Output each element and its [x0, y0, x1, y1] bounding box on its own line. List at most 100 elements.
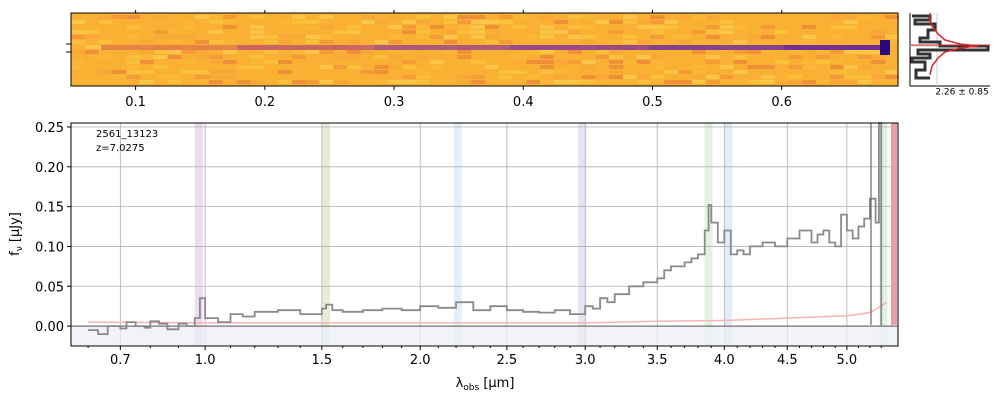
noise-pixel	[360, 50, 375, 54]
trace-segment	[842, 45, 862, 50]
trace-segment	[257, 45, 277, 50]
noise-pixel	[250, 35, 265, 39]
noise-pixel	[761, 35, 775, 39]
noise-pixel	[140, 40, 154, 44]
noise-pixel	[705, 25, 720, 29]
noise-pixel	[98, 70, 113, 74]
noise-pixel	[278, 60, 292, 64]
noise-pixel	[623, 15, 637, 19]
trace-segment	[861, 45, 881, 50]
x-tick-label: 5.0	[837, 353, 858, 368]
noise-pixel	[526, 60, 541, 64]
noise-pixel	[843, 15, 858, 19]
noise-pixel	[140, 50, 154, 54]
noise-pixel	[843, 75, 858, 79]
noise-pixel	[843, 50, 858, 54]
noise-pixel	[71, 30, 85, 34]
noise-pixel	[485, 40, 499, 44]
trace-segment	[569, 45, 589, 50]
trace-segment	[198, 45, 218, 50]
noise-pixel	[153, 35, 168, 39]
noise-pixel	[567, 15, 582, 19]
noise-pixel	[209, 15, 223, 19]
x-tick-label: 3.0	[575, 353, 596, 368]
noise-pixel	[98, 55, 113, 59]
noise-pixel	[471, 35, 485, 39]
noise-pixel	[388, 50, 403, 54]
noise-pixel	[195, 55, 209, 59]
noise-pixel	[443, 50, 458, 54]
noise-pixel	[857, 75, 872, 79]
noise-pixel	[498, 75, 513, 79]
noise-pixel	[733, 25, 748, 29]
noise-pixel	[153, 50, 168, 54]
noise-pixel	[554, 30, 568, 34]
spectrum-2d-xtick-label: 0.4	[513, 95, 534, 110]
noise-pixel	[526, 50, 541, 54]
noise-pixel	[636, 60, 651, 64]
noise-pixel	[291, 15, 306, 19]
noise-pixel	[857, 55, 872, 59]
noise-pixel	[664, 80, 679, 84]
noise-pixel	[540, 25, 554, 29]
noise-pixel	[319, 50, 334, 54]
x-tick-label: 3.5	[647, 353, 668, 368]
noise-pixel	[636, 75, 651, 79]
noise-pixel	[609, 55, 623, 59]
noise-pixel	[705, 30, 720, 34]
trace-segment	[413, 45, 433, 50]
noise-pixel	[623, 60, 637, 64]
noise-pixel	[816, 60, 830, 64]
noise-pixel	[678, 40, 692, 44]
noise-pixel	[167, 30, 182, 34]
noise-pixel	[471, 15, 485, 19]
noise-pixel	[540, 70, 554, 74]
noise-pixel	[471, 30, 485, 34]
noise-pixel	[581, 80, 596, 84]
noise-pixel	[830, 50, 844, 54]
noise-pixel	[843, 80, 858, 84]
noise-pixel	[678, 70, 692, 74]
noise-pixel	[71, 35, 85, 39]
noise-pixel	[222, 15, 237, 19]
noise-pixel	[581, 65, 596, 69]
noise-pixel	[692, 75, 706, 79]
noise-pixel	[209, 55, 223, 59]
trace-segment	[608, 45, 628, 50]
noise-pixel	[167, 50, 182, 54]
noise-pixel	[305, 20, 320, 24]
spectrum-2d-xtick-label: 0.2	[254, 95, 275, 110]
x-tick-label: 1.5	[311, 353, 332, 368]
x-tick-label: 1.0	[195, 353, 216, 368]
noise-pixel	[609, 40, 623, 44]
noise-pixel	[885, 15, 899, 19]
trace-segment	[588, 45, 608, 50]
trace-segment	[393, 45, 413, 50]
y-tick-label: 0.00	[35, 320, 64, 335]
noise-pixel	[567, 25, 582, 29]
noise-pixel	[84, 35, 99, 39]
noise-pixel	[871, 35, 886, 39]
noise-pixel	[554, 60, 568, 64]
noise-pixel	[526, 75, 541, 79]
x-tick-label: 0.7	[110, 353, 131, 368]
noise-pixel	[209, 60, 223, 64]
noise-pixel	[485, 35, 499, 39]
noise-pixel	[636, 20, 651, 24]
x-axis-label: λobs [μm]	[456, 376, 515, 393]
noise-pixel	[250, 60, 265, 64]
noise-pixel	[416, 80, 430, 84]
noise-pixel	[264, 35, 278, 39]
x-tick-label: 4.5	[777, 353, 798, 368]
noise-pixel	[692, 15, 706, 19]
trace-segment	[647, 45, 667, 50]
noise-pixel	[705, 80, 720, 84]
noise-pixel	[788, 65, 803, 69]
noise-pixel	[195, 70, 209, 74]
noise-pixel	[581, 25, 596, 29]
noise-pixel	[692, 40, 706, 44]
trace-segment	[549, 45, 569, 50]
noise-pixel	[291, 55, 306, 59]
noise-pixel	[636, 25, 651, 29]
noise-pixel	[153, 30, 168, 34]
